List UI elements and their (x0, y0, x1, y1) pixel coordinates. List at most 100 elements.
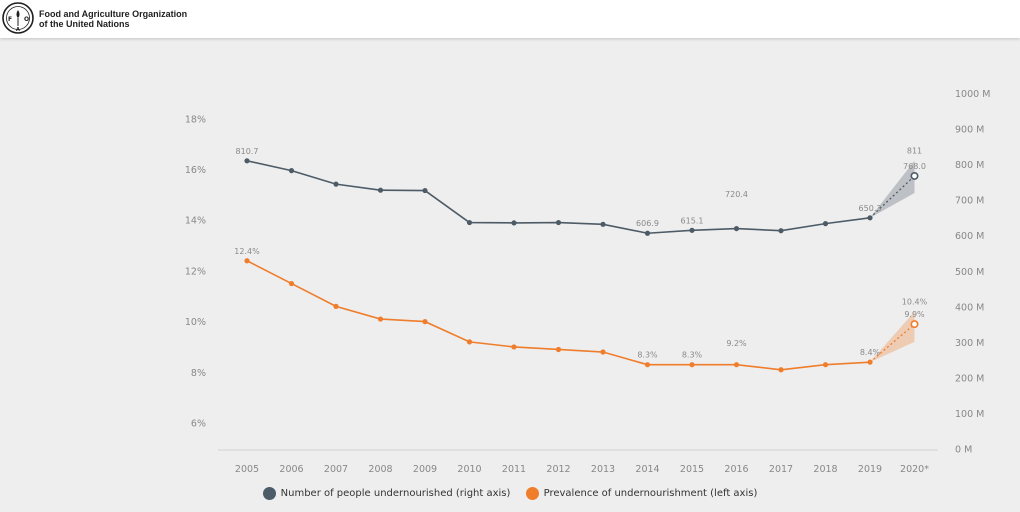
prevalence-projected-point (910, 320, 919, 329)
x-axis-tick-label: 2006 (279, 464, 303, 475)
org-name-line1: Food and Agriculture Organization (39, 9, 188, 19)
number-projection-band (870, 160, 915, 218)
x-axis-tick-label: 2005 (235, 464, 259, 475)
legend-item-number-undernourished[interactable]: Number of people undernourished (right a… (262, 487, 511, 500)
number-data-point (555, 219, 562, 226)
lines-layer (246, 160, 871, 371)
x-axis-tick-label: 2017 (769, 464, 793, 475)
number-data-point (288, 168, 295, 174)
legend-item-prevalence[interactable]: Prevalence of undernourishment (left axi… (525, 487, 757, 500)
data-labels-layer: 810.7 606.9 615.1 650.3 768.0 811 720.4 12.4% 8.… (234, 147, 927, 360)
number-data-point (644, 230, 651, 236)
right-axis-tick-label: 1000 M (955, 89, 990, 100)
prevalence-data-point (511, 344, 517, 350)
axes-layer: 6% 8% 10% 12% 14% 16% 18% 0 M 100 M 200 M 300 M 400… (185, 89, 991, 475)
prevalence-data-point (822, 362, 829, 368)
right-axis-tick-label: 300 M (955, 338, 984, 349)
x-axis-tick-label: 2012 (546, 464, 570, 475)
number-projected-point (910, 171, 919, 180)
number-data-point (600, 221, 606, 227)
x-axis-tick-label: 2009 (413, 464, 437, 475)
prevalence-series-line (246, 260, 871, 371)
prevalence-data-point (377, 316, 384, 322)
right-axis-tick-label: 800 M (955, 160, 984, 171)
number-range-label: 811 (907, 147, 922, 156)
prevalence-data-point (689, 362, 695, 368)
x-axis-tick-label: 2019 (858, 464, 882, 475)
number-data-label: 810.7 (236, 147, 259, 156)
number-data-label: 768.0 (903, 162, 926, 171)
prevalence-data-point (288, 280, 295, 287)
right-axis-tick-label: 900 M (955, 125, 984, 136)
number-data-point (689, 227, 695, 233)
prevalence-data-point (778, 367, 784, 373)
right-axis-tick-label: 0 M (955, 445, 972, 456)
org-name-line2: of the United Nations (39, 19, 130, 29)
prevalence-data-point (555, 346, 562, 353)
left-axis-tick-label: 14% (185, 216, 206, 227)
svg-text:O: O (24, 16, 29, 23)
prevalence-data-point (733, 362, 740, 368)
left-axis-tick-label: 12% (185, 266, 206, 277)
x-axis-tick-label: 2011 (502, 464, 526, 475)
number-data-label: 615.1 (681, 216, 704, 225)
x-axis-tick-label: 2007 (324, 464, 348, 475)
number-projection-line (869, 175, 915, 219)
x-axis-tick-label: 2016 (724, 464, 748, 475)
prevalence-data-point (333, 303, 339, 309)
right-axis-tick-label: 700 M (955, 196, 984, 207)
x-axis-tick-label: 2015 (680, 464, 704, 475)
left-axis-tick-label: 8% (191, 368, 206, 379)
right-axis-tick-label: 500 M (955, 267, 984, 278)
number-data-point (822, 221, 829, 227)
x-axis-tick-label: 2014 (635, 464, 659, 475)
legend-label-number: Number of people undernourished (right a… (280, 488, 511, 499)
number-data-label: 606.9 (636, 219, 659, 228)
right-axis-tick-label: 100 M (955, 409, 984, 420)
organization-name[interactable]: Food and Agriculture Organization of the… (39, 9, 187, 29)
fao-logo-icon[interactable]: F O A (2, 2, 34, 34)
prevalence-data-label: 12.4% (234, 247, 260, 256)
prevalence-range-label: 10.4% (902, 297, 928, 306)
projection-layer (869, 160, 915, 363)
prevalence-data-point (244, 258, 250, 264)
x-axis-tick-label: 2013 (591, 464, 615, 475)
prevalence-data-point (644, 362, 651, 368)
right-axis-tick-label: 200 M (955, 373, 984, 384)
right-axis-tick-label: 400 M (955, 302, 984, 313)
legend-swatch-dark (262, 487, 276, 500)
prevalence-data-label: 8.3% (682, 351, 703, 360)
svg-text:F: F (8, 16, 12, 23)
left-axis-tick-label: 16% (185, 165, 206, 176)
x-axis-tick-label: 2010 (457, 464, 481, 475)
number-data-point (333, 181, 339, 187)
right-axis-tick-label: 600 M (955, 231, 984, 242)
number-data-point (511, 220, 517, 226)
prevalence-projection-band (870, 311, 915, 363)
prevalence-data-label: 8.3% (637, 351, 658, 360)
prevalence-projection-line (869, 323, 915, 363)
left-axis-tick-label: 18% (185, 114, 206, 125)
x-axis-tick-label: 2018 (813, 464, 837, 475)
x-axis-tick-label: 2020* (900, 464, 929, 475)
legend-swatch-orange (525, 487, 539, 500)
number-data-point (867, 215, 873, 221)
prevalence-data-point (422, 319, 428, 325)
prevalence-data-label: 9.9% (904, 310, 925, 319)
site-header: F O A Food and Agriculture Organization … (0, 0, 1020, 38)
prevalence-data-point (600, 349, 606, 355)
number-data-label: 650.3 (859, 204, 882, 213)
number-data-point (778, 228, 784, 234)
number-data-point (422, 187, 428, 194)
number-data-point (377, 187, 384, 193)
points-layer (244, 158, 919, 373)
x-axis-tick-label: 2008 (368, 464, 392, 475)
left-axis-tick-label: 10% (185, 317, 206, 328)
prevalence-data-point (867, 359, 873, 365)
chart-legend: Number of people undernourished (right a… (0, 487, 1020, 503)
number-data-point (466, 219, 473, 226)
number-data-point (244, 158, 250, 164)
left-axis-tick-label: 6% (191, 419, 206, 430)
prevalence-range-label: 9.2% (726, 339, 747, 348)
